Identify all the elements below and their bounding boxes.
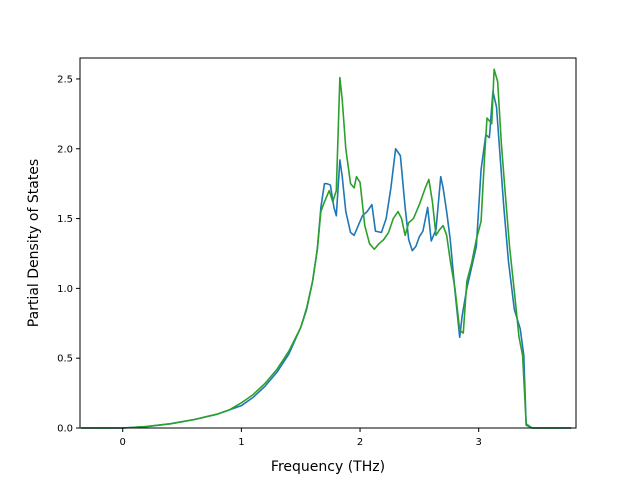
x-tick-label: 0: [120, 437, 126, 448]
y-tick-label: 2.5: [57, 74, 73, 85]
y-axis-label: Partial Density of States: [26, 159, 42, 327]
y-tick-label: 2.0: [57, 144, 73, 155]
x-axis-label: Frequency (THz): [271, 459, 385, 475]
y-tick-label: 1.0: [57, 284, 73, 295]
y-tick-label: 0.0: [57, 424, 73, 435]
y-tick-label: 1.5: [57, 214, 73, 225]
x-tick-label: 1: [238, 437, 244, 448]
x-tick-label: 3: [476, 437, 482, 448]
y-tick-label: 0.5: [57, 354, 73, 365]
plot-frame: [79, 57, 577, 429]
tick-layer: 0 1 2 3 0.0 0.5 1.0 1.5 2.0 2.5: [57, 74, 482, 448]
series-layer: [81, 68, 572, 429]
plot-area: [80, 58, 576, 428]
series-line-1: [81, 68, 572, 429]
x-tick-label: 2: [357, 437, 363, 448]
